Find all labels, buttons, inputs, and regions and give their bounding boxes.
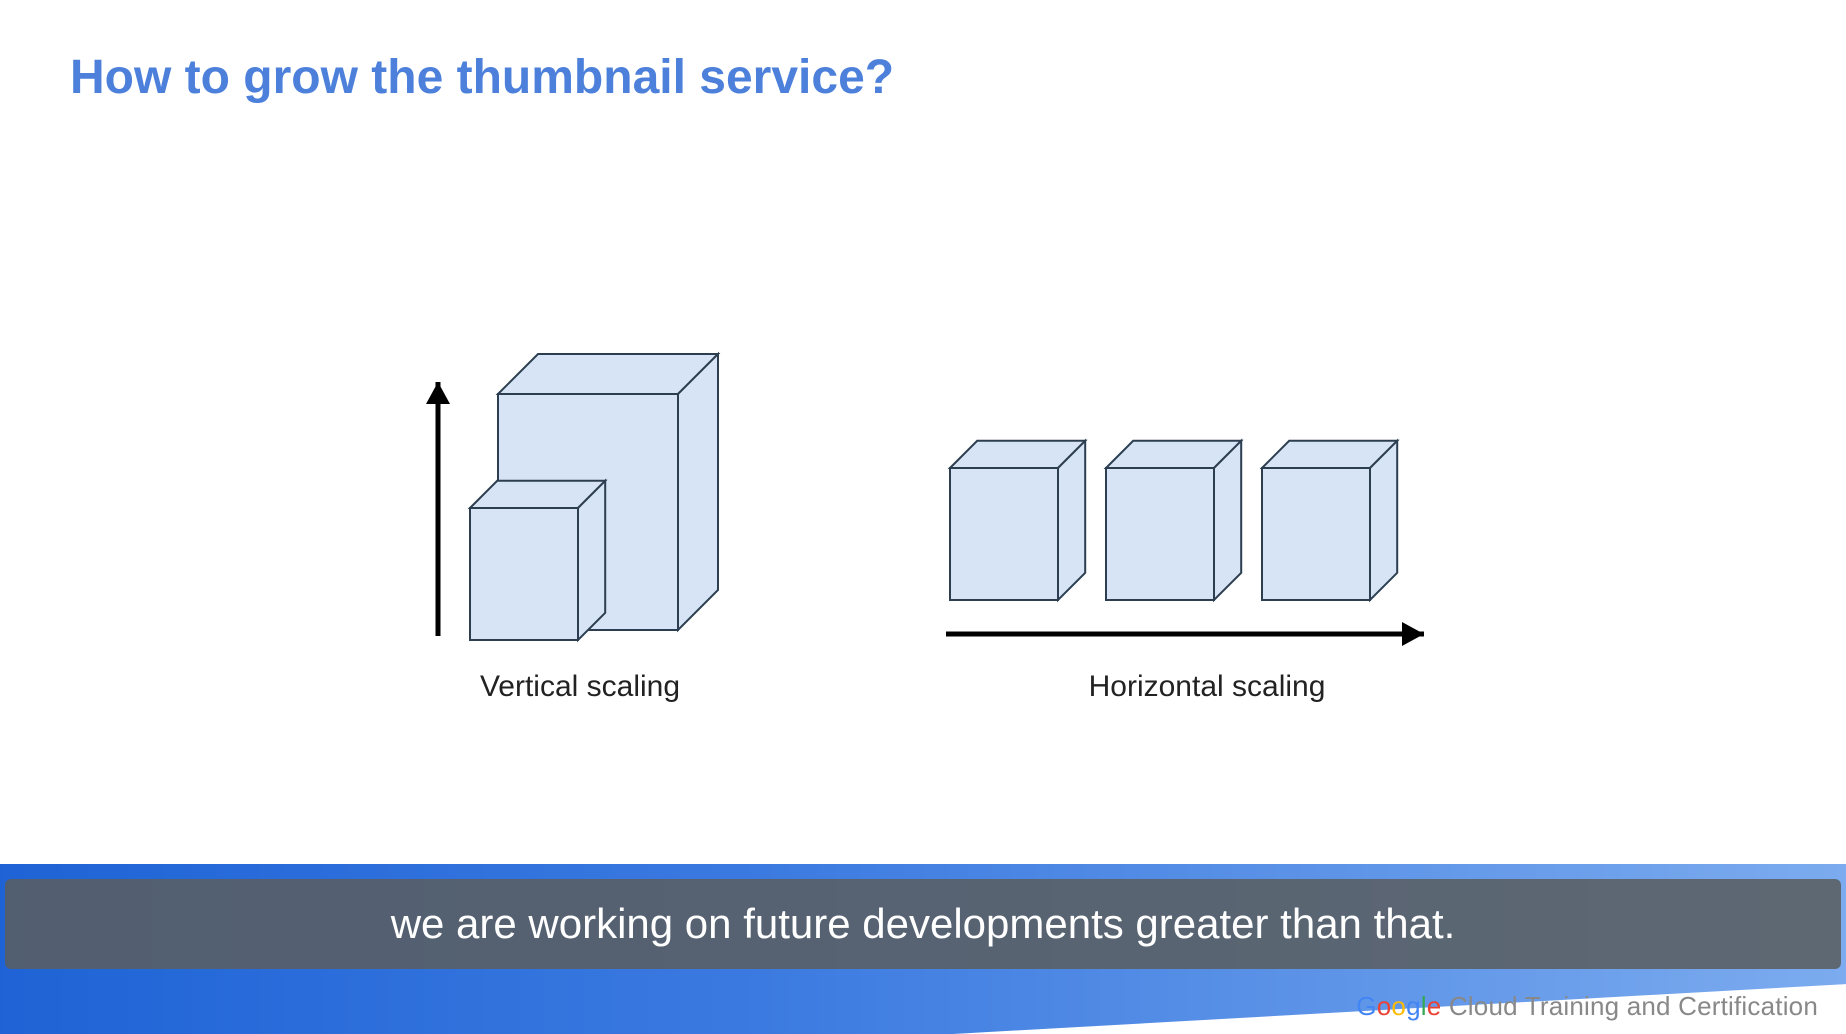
logo-letter: o bbox=[1391, 991, 1406, 1021]
brand-label: Google Cloud Training and Certification bbox=[1356, 991, 1818, 1022]
logo-letter: o bbox=[1377, 991, 1392, 1021]
slide-title: How to grow the thumbnail service? bbox=[70, 50, 894, 105]
logo-letter: g bbox=[1406, 991, 1421, 1021]
horizontal-scaling-label: Horizontal scaling bbox=[940, 670, 1474, 704]
horizontal-scaling-diagram: Horizontal scaling bbox=[940, 410, 1474, 665]
subtitle-caption: we are working on future developments gr… bbox=[5, 879, 1841, 969]
brand-rest: Cloud Training and Certification bbox=[1441, 991, 1818, 1021]
diagram-area: Vertical scaling Horizontal scaling bbox=[0, 300, 1846, 750]
vertical-scaling-label: Vertical scaling bbox=[420, 670, 740, 704]
footer-band: we are working on future developments gr… bbox=[0, 864, 1846, 1034]
horizontal-scaling-svg bbox=[940, 410, 1474, 660]
logo-letter: G bbox=[1356, 991, 1376, 1021]
logo-letter: e bbox=[1427, 991, 1442, 1021]
subtitle-text: we are working on future developments gr… bbox=[391, 900, 1456, 948]
vertical-scaling-diagram: Vertical scaling bbox=[420, 320, 740, 665]
vertical-scaling-svg bbox=[420, 320, 740, 660]
